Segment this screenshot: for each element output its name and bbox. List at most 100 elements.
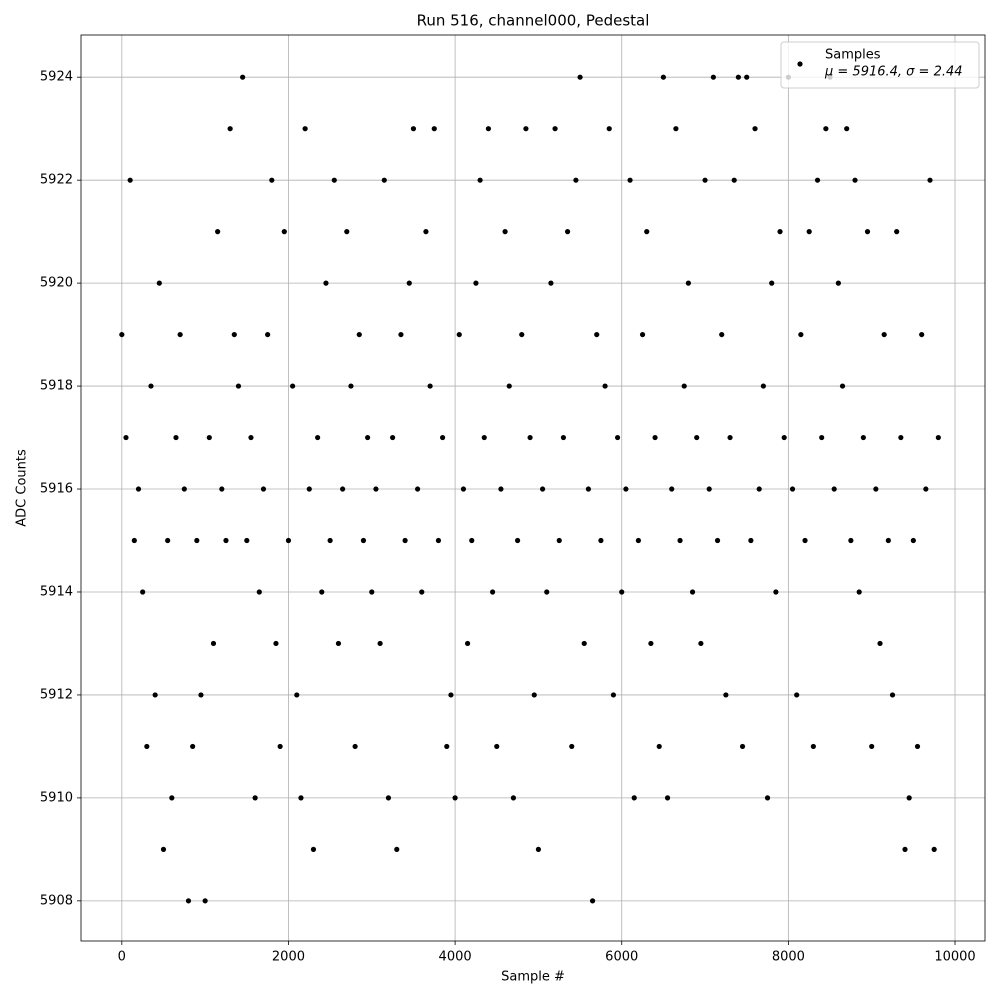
point xyxy=(365,434,371,441)
point xyxy=(240,74,246,80)
point xyxy=(602,383,608,389)
point xyxy=(319,589,325,595)
point xyxy=(748,537,754,544)
point xyxy=(398,331,404,338)
point xyxy=(531,692,537,698)
point xyxy=(781,434,787,441)
point xyxy=(710,74,716,80)
point xyxy=(644,229,650,235)
point xyxy=(889,692,896,698)
point xyxy=(131,537,137,544)
point xyxy=(823,126,829,132)
point xyxy=(469,537,475,544)
point xyxy=(910,537,916,544)
point xyxy=(664,795,671,801)
point xyxy=(473,280,479,286)
point xyxy=(123,434,129,441)
y-tick-label: 5918 xyxy=(40,379,73,394)
point xyxy=(831,486,837,492)
point xyxy=(794,692,800,698)
point xyxy=(119,331,125,338)
point xyxy=(560,434,567,441)
point xyxy=(219,486,225,492)
point xyxy=(194,537,200,544)
point xyxy=(402,537,408,544)
point xyxy=(914,743,921,750)
point xyxy=(215,229,221,235)
point xyxy=(423,229,429,235)
point xyxy=(564,229,571,235)
point xyxy=(814,177,821,183)
point xyxy=(256,589,262,595)
point xyxy=(752,126,758,132)
point xyxy=(589,898,596,904)
point xyxy=(577,74,583,80)
point xyxy=(448,692,454,698)
point xyxy=(306,486,312,492)
point xyxy=(431,126,437,132)
point xyxy=(252,795,258,801)
point xyxy=(415,486,421,492)
point xyxy=(235,383,242,389)
point xyxy=(769,280,775,286)
point xyxy=(548,280,554,286)
point xyxy=(435,537,442,544)
point xyxy=(331,177,337,183)
y-tick-label: 5908 xyxy=(40,893,73,908)
point xyxy=(552,126,558,132)
point xyxy=(885,537,891,544)
x-tick-label: 10000 xyxy=(934,950,975,965)
y-axis-label: ADC Counts xyxy=(15,449,30,527)
point xyxy=(923,486,929,492)
legend-note: μ = 5916.4, σ = 2.44 xyxy=(824,65,963,80)
point xyxy=(385,795,392,801)
point xyxy=(789,486,796,492)
point xyxy=(706,486,712,492)
point xyxy=(839,383,846,389)
x-tick-label: 8000 xyxy=(772,950,805,965)
point xyxy=(569,743,575,750)
x-tick-label: 6000 xyxy=(605,950,638,965)
point xyxy=(856,589,862,595)
x-tick-label: 0 xyxy=(118,950,126,965)
point xyxy=(198,692,204,698)
point xyxy=(702,177,708,183)
point xyxy=(294,692,300,698)
point xyxy=(527,434,533,441)
point xyxy=(244,537,250,544)
point xyxy=(248,434,254,441)
point xyxy=(919,331,925,338)
x-tick-label: 4000 xyxy=(439,950,472,965)
point xyxy=(677,537,683,544)
y-tick-label: 5912 xyxy=(40,687,73,702)
point xyxy=(927,177,933,183)
y-tick-label: 5922 xyxy=(40,173,73,188)
point xyxy=(327,537,333,544)
point xyxy=(369,589,375,595)
point xyxy=(623,486,629,492)
point xyxy=(323,280,329,286)
point xyxy=(456,331,462,338)
legend-label: Samples xyxy=(825,48,881,63)
point xyxy=(477,177,483,183)
point xyxy=(315,434,321,441)
point xyxy=(810,743,816,750)
point xyxy=(298,795,304,801)
point xyxy=(277,743,283,750)
point xyxy=(523,126,529,132)
point xyxy=(144,743,150,750)
point xyxy=(169,795,175,801)
point xyxy=(485,126,492,132)
point xyxy=(410,126,417,132)
point xyxy=(514,537,521,544)
point xyxy=(356,331,362,338)
point xyxy=(869,743,875,750)
point xyxy=(231,331,237,338)
point xyxy=(860,434,866,441)
point xyxy=(681,383,687,389)
point xyxy=(185,898,192,904)
point xyxy=(348,383,354,389)
point xyxy=(652,434,658,441)
point xyxy=(802,537,808,544)
